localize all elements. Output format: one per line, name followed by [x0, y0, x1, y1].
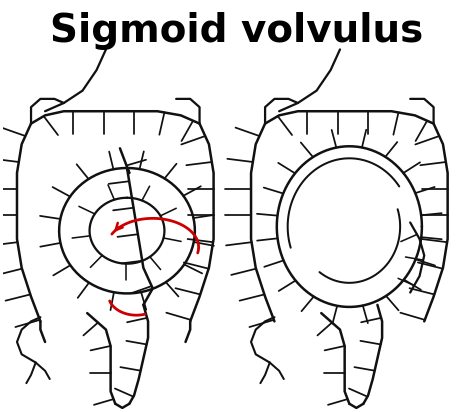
Text: Sigmoid volvulus: Sigmoid volvulus: [50, 12, 424, 50]
